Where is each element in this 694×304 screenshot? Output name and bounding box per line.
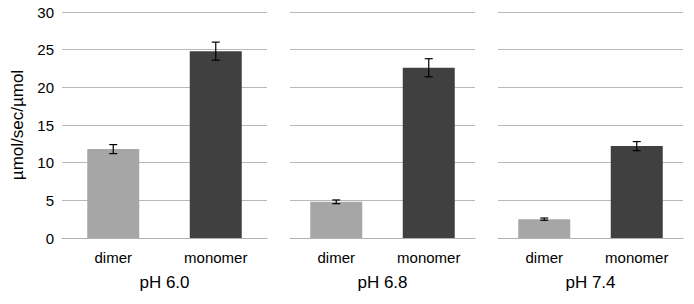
svg-text:dimer: dimer [94,249,132,266]
svg-text:pH 7.4: pH 7.4 [565,273,615,292]
svg-text:0: 0 [46,230,54,247]
svg-text:15: 15 [37,117,54,134]
svg-text:dimer: dimer [317,249,355,266]
svg-text:5: 5 [46,192,54,209]
svg-text:monomer: monomer [397,249,460,266]
svg-text:dimer: dimer [525,249,563,266]
svg-text:30: 30 [37,4,54,21]
svg-text:25: 25 [37,41,54,58]
svg-text:20: 20 [37,79,54,96]
svg-text:pH 6.8: pH 6.8 [357,273,407,292]
svg-text:monomer: monomer [605,249,668,266]
svg-text:µmol/sec/µmol: µmol/sec/µmol [8,70,27,180]
svg-text:10: 10 [37,154,54,171]
svg-text:pH 6.0: pH 6.0 [139,273,189,292]
svg-text:monomer: monomer [184,249,247,266]
